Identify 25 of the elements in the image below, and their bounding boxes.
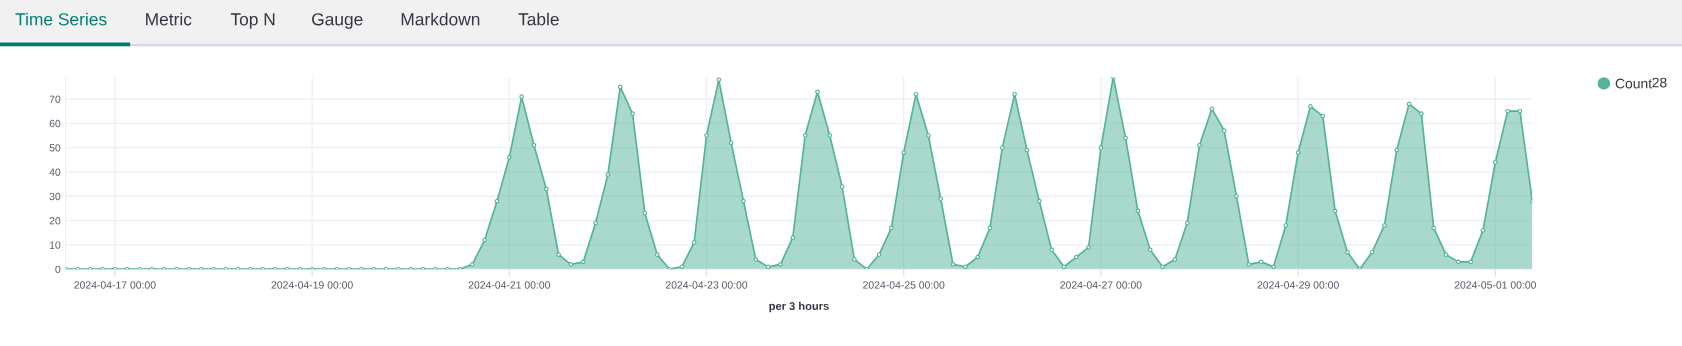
y-tick-label: 50 <box>49 144 61 152</box>
y-tick-label: 40 <box>49 168 61 176</box>
x-tick-label: 2024-04-17 00:00 <box>74 281 156 289</box>
y-tick-label: 20 <box>49 217 61 225</box>
legend-label: Count <box>1615 78 1652 89</box>
y-tick-label: 0 <box>55 265 61 274</box>
text: Time Series <box>15 12 107 26</box>
text: Metric <box>146 12 192 26</box>
x-tick-label: 2024-04-25 00:00 <box>863 281 945 289</box>
text: Gauge <box>312 13 363 29</box>
x-axis-title: per 3 hours <box>769 301 829 313</box>
y-tick-label: 30 <box>49 192 61 201</box>
x-tick-label: 2024-04-21 00:00 <box>468 281 551 289</box>
x-tick-label: 2024-04-29 00:00 <box>1257 281 1339 289</box>
text: 28 <box>1652 77 1667 88</box>
text: Top N <box>230 13 275 29</box>
text: Table <box>518 12 559 26</box>
y-tick-label: 10 <box>49 241 61 249</box>
x-tick-label: 2024-05-01 00:00 <box>1454 281 1537 289</box>
y-tick-label: 70 <box>49 95 61 103</box>
x-tick-label: 2024-04-27 00:00 <box>1060 281 1142 289</box>
text: Markdown <box>401 12 480 26</box>
x-tick-label: 2024-04-19 00:00 <box>271 281 353 289</box>
y-tick-label: 60 <box>49 119 61 128</box>
x-tick-label: 2024-04-23 00:00 <box>665 281 748 289</box>
